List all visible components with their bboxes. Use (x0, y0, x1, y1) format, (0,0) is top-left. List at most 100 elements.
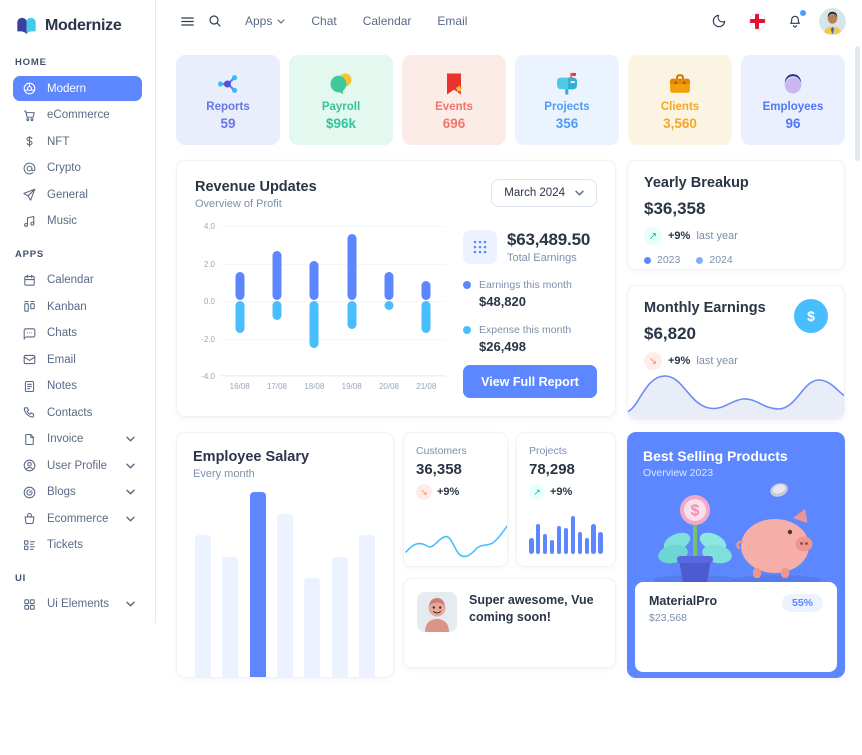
sidebar-item-contacts[interactable]: Contacts (13, 400, 142, 425)
earnings-bar (235, 271, 245, 300)
delta-label: last year (696, 355, 738, 367)
calendar-icon (22, 273, 37, 288)
sidebar-item-email[interactable]: Email (13, 347, 142, 372)
search-icon[interactable] (201, 7, 229, 35)
sidebar-item-label: Kanban (47, 300, 87, 313)
person-icon (779, 70, 807, 98)
sidebar-item-label: Ui Elements (47, 598, 109, 610)
expense-bar (421, 301, 431, 333)
grid-icon (22, 597, 37, 612)
sidebar-item-label: Blogs (47, 486, 76, 498)
x-axis-tick: 20/08 (378, 382, 399, 391)
salary-bar (304, 578, 321, 677)
chevron-down-icon (277, 18, 285, 24)
stat-card-clients[interactable]: Clients 3,560 (628, 55, 732, 145)
sidebar-item-notes[interactable]: Notes (13, 374, 142, 399)
projects-bar (542, 534, 548, 554)
customers-card: Customers 36,358 ↘ +9% (403, 432, 508, 567)
delta-label: last year (696, 230, 738, 242)
revenue-plot (221, 226, 445, 377)
expense-bar (347, 301, 357, 330)
view-full-report-button[interactable]: View Full Report (463, 365, 597, 398)
nav-item-email[interactable]: Email (437, 14, 468, 28)
yearly-breakup-title: Yearly Breakup (644, 175, 749, 191)
user-avatar[interactable] (819, 7, 846, 35)
send-icon (22, 187, 37, 202)
projects-bar (598, 532, 603, 554)
legend-label: 2024 (709, 254, 733, 266)
sidebar-item-label: User Profile (47, 459, 108, 472)
sidebar-item-crypto[interactable]: Crypto (13, 156, 142, 181)
product-price: $23,568 (649, 612, 687, 624)
music-icon (22, 214, 37, 229)
sidebar-item-nft[interactable]: NFT (13, 129, 142, 154)
legend-dot (463, 326, 471, 334)
revenue-x-axis: 16/08 17/08 18/08 19/08 20/08 21/08 (221, 382, 445, 391)
dark-mode-moon-icon[interactable] (705, 7, 733, 35)
page-scrollbar[interactable] (855, 46, 860, 161)
salary-bar (331, 557, 348, 677)
sidebar-item-calendar[interactable]: Calendar (13, 268, 142, 293)
sidebar-item-ui-elements[interactable]: Ui Elements (13, 592, 142, 617)
period-select[interactable]: March 2024 (491, 179, 597, 207)
stat-card-reports[interactable]: Reports 59 (176, 55, 280, 145)
stat-card-projects[interactable]: Projects 356 (515, 55, 619, 145)
notifications-bell-icon[interactable] (781, 7, 809, 35)
salary-bar-chart (195, 491, 375, 677)
best-selling-product-row[interactable]: MaterialPro $23,568 55% (635, 582, 837, 672)
nav-item-chat[interactable]: Chat (311, 14, 337, 28)
dollar-icon (22, 134, 37, 149)
nav-item-calendar[interactable]: Calendar (362, 14, 412, 28)
sidebar-item-user-profile[interactable]: User Profile (13, 453, 142, 478)
sidebar-item-modern[interactable]: Modern (13, 76, 142, 101)
app-title: Modernize (45, 17, 122, 34)
stat-label: Events (435, 100, 473, 113)
sidebar-item-ecommerce-app[interactable]: Ecommerce (13, 506, 142, 531)
sidebar-item-chats[interactable]: Chats (13, 321, 142, 346)
hamburger-menu-icon[interactable] (173, 7, 201, 35)
stat-card-payroll[interactable]: Payroll $96k (289, 55, 393, 145)
bar-group (408, 226, 445, 375)
dashboard-content: Reports 59 Payroll $96k Events 696 Proje… (176, 55, 845, 755)
share-network-icon (214, 70, 242, 98)
best-selling-subtitle: Overview 2023 (643, 467, 714, 479)
gridline (221, 376, 445, 377)
gridline (221, 338, 445, 340)
header-actions (705, 7, 846, 35)
money-plant-piggy-illustration: $ (653, 483, 821, 585)
sidebar-item-kanban[interactable]: Kanban (13, 294, 142, 319)
legend-label: Expense this month (479, 324, 572, 336)
announcement-text: Super awesome, Vue coming soon! (469, 593, 594, 624)
sidebar-item-ecommerce[interactable]: eCommerce (13, 103, 142, 128)
stat-card-events[interactable]: Events 696 (402, 55, 506, 145)
sidebar-section-home: HOME (15, 57, 47, 68)
bar-group (296, 226, 333, 375)
cart-icon (22, 108, 37, 123)
nav-item-apps[interactable]: Apps (245, 14, 285, 28)
stat-card-employees[interactable]: Employees 96 (741, 55, 845, 145)
projects-bar (529, 538, 534, 554)
sidebar-item-invoice[interactable]: Invoice (13, 427, 142, 452)
chevron-down-icon (126, 489, 135, 495)
app-logo[interactable]: Modernize (13, 10, 142, 42)
expense-bar (384, 301, 394, 311)
earnings-bar (272, 251, 282, 300)
earnings-area-chart (628, 375, 844, 419)
sidebar-item-blogs[interactable]: Blogs (13, 480, 142, 505)
stat-label: Reports (206, 100, 250, 113)
sidebar-item-general[interactable]: General (13, 182, 142, 207)
customers-line-chart (405, 524, 507, 558)
language-flag-icon[interactable] (743, 7, 771, 35)
sidebar-item-music[interactable]: Music (13, 209, 142, 234)
legend-dot (463, 281, 471, 289)
bar-group (370, 226, 407, 375)
best-selling-title: Best Selling Products (643, 448, 788, 464)
mascot-avatar (417, 592, 457, 632)
y-axis-tick: -2.0 (201, 334, 215, 344)
sidebar-section-apps: APPS (15, 248, 45, 260)
mail-icon (22, 352, 37, 367)
trend-down-icon: ↘ (416, 484, 432, 500)
stat-value: 356 (555, 115, 579, 131)
stat-label: Payroll (321, 100, 361, 113)
sidebar-item-tickets[interactable]: Tickets (13, 533, 142, 558)
